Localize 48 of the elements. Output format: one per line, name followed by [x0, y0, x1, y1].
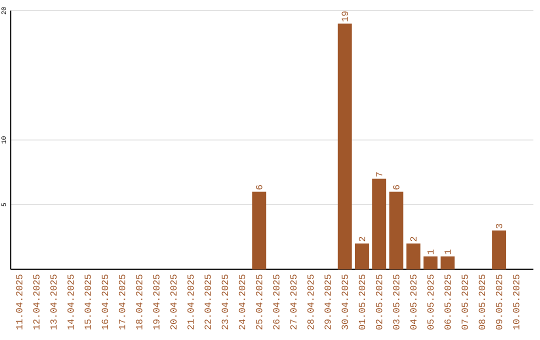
x-tick-label: 02.05.2025 [376, 274, 382, 330]
bar [492, 230, 506, 270]
bar [354, 243, 369, 270]
x-tick-label: 26.04.2025 [273, 274, 280, 330]
data-label: 1 [427, 250, 434, 254]
data-label: 7 [376, 172, 382, 176]
x-tick-label: 22.04.2025 [204, 274, 211, 330]
x-tick-label: 28.04.2025 [307, 274, 314, 330]
x-tick-label: 27.04.2025 [290, 274, 297, 330]
x-tick-label: 14.04.2025 [67, 274, 74, 330]
data-label: 2 [358, 236, 366, 242]
x-tick-label: 21.04.2025 [187, 274, 194, 330]
x-tick-label: 18.04.2025 [136, 274, 142, 330]
x-tick-label: 07.05.2025 [462, 274, 468, 330]
bar [424, 256, 438, 270]
bar [440, 256, 455, 270]
data-label: 19 [342, 11, 348, 22]
bar [252, 192, 266, 270]
bar [338, 24, 352, 270]
bar [406, 243, 420, 270]
x-tick-label: 12.04.2025 [33, 274, 40, 330]
x-tick-label: 23.04.2025 [222, 274, 228, 330]
x-tick-label: 08.05.2025 [478, 274, 486, 330]
x-tick-label: 13.04.2025 [50, 274, 57, 330]
x-tick-label: 15.04.2025 [84, 274, 91, 330]
x-tick-label: 01.05.2025 [358, 274, 366, 330]
x-tick-label: 16.04.2025 [102, 274, 108, 330]
data-label: 6 [256, 185, 262, 190]
x-tick-label: 04.05.2025 [410, 274, 417, 330]
bar [372, 178, 386, 270]
x-tick-label: 17.04.2025 [118, 274, 126, 330]
x-tick-label: 30.04.2025 [342, 274, 348, 330]
x-tick-label: 11.04.2025 [16, 274, 22, 330]
x-tick-label: 20.04.2025 [170, 274, 177, 330]
x-tick-label: 25.04.2025 [256, 274, 262, 330]
x-tick-label: 05.05.2025 [427, 274, 434, 330]
data-label: 3 [496, 224, 502, 228]
x-tick-label: 10.05.2025 [513, 274, 520, 330]
x-tick-label: 09.05.2025 [496, 274, 502, 330]
x-tick-label: 29.04.2025 [324, 274, 331, 330]
data-label: 6 [393, 185, 400, 190]
x-tick-label: 19.04.2025 [153, 274, 160, 330]
x-tick-label: 24.04.2025 [238, 274, 246, 330]
bar [389, 192, 404, 270]
data-label: 1 [444, 250, 451, 254]
x-tick-label: 06.05.2025 [444, 274, 451, 330]
data-label: 2 [410, 236, 416, 242]
x-tick-label: 03.05.2025 [393, 274, 400, 330]
